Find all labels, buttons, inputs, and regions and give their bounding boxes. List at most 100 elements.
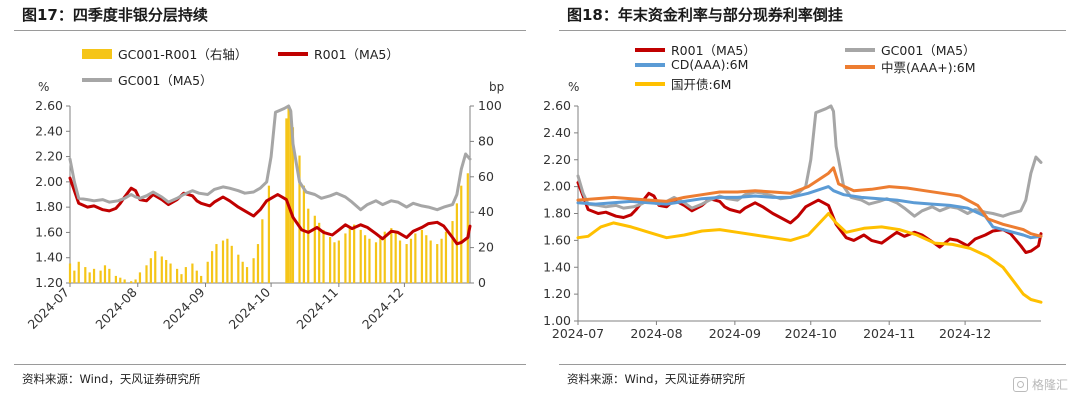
right-top-rule (559, 30, 1066, 31)
gc-r001-spread-bar (165, 259, 168, 283)
y-tick-label: 2.40 (35, 123, 63, 138)
legend-r001-swatch (635, 47, 665, 52)
gc-r001-spread-bar (160, 256, 163, 283)
gc-r001-spread-bar (88, 272, 91, 283)
left-chart-svg: 1.20 1.40 1.60 1.80 2.00 2.20 2.40 2.60 0 20 40 60 8… (25, 98, 502, 333)
gc-r001-spread-bar (466, 173, 469, 283)
gc-r001-spread-bar (289, 109, 292, 283)
x-tick-label: 2024-11 (863, 326, 915, 341)
x-tick-label: 2024-08 (630, 326, 682, 341)
right-chart-title: 图18：年末资金利率与部分现券利率倒挂 (567, 6, 843, 24)
x-tick-label: 2024-11 (293, 285, 341, 333)
series-line-1 (68, 176, 472, 246)
series-line-2 (68, 104, 472, 212)
gc-r001-spread-bar (287, 106, 290, 283)
watermark-text: 格隆汇 (1031, 378, 1068, 392)
y-tick-label: 2.00 (543, 179, 571, 194)
gc-r001-spread-bar (344, 233, 347, 283)
legend-zhongpiao-swatch (845, 64, 875, 69)
gc-r001-spread-bar (414, 233, 417, 283)
legend-gc001-label: GC001（MA5） (881, 43, 976, 58)
gc-r001-spread-bar (103, 265, 107, 283)
gc-r001-spread-bar (191, 263, 194, 283)
gc-r001-spread-bar (221, 240, 225, 283)
gc-r001-spread-bar (169, 263, 172, 283)
x-tick-label: 2024-09 (160, 284, 208, 332)
x-tick-label: 2024-07 (25, 285, 73, 333)
gc-r001-spread-bar (267, 185, 271, 283)
right-y-unit: % (568, 80, 580, 94)
y-tick-label: 1.40 (35, 250, 63, 265)
gc-r001-spread-bar (84, 267, 87, 283)
gc-r001-spread-bar (379, 236, 382, 283)
gc-r001-spread-bar (108, 268, 111, 283)
watermark-logo-icon (1012, 377, 1028, 392)
x-tick-label: 2024-07 (552, 326, 604, 341)
right-legend-r001: R001（MA5） (635, 40, 756, 59)
gc-r001-spread-bar (405, 244, 408, 283)
gc-r001-spread-bar (333, 242, 336, 283)
gc-r001-spread-bar (180, 274, 183, 283)
gc-r001-spread-bar (390, 228, 393, 283)
legend-zhongpiao-label: 中票(AAA+):6M (881, 60, 976, 75)
legend-gc001-swatch (845, 47, 875, 52)
gc-r001-spread-bar (92, 268, 96, 283)
y2-tick-label: 60 (478, 169, 494, 184)
left-top-rule (14, 30, 526, 31)
legend-gc001-label: GC001（MA5） (118, 73, 213, 88)
x-tick-label: 2024-10 (785, 326, 837, 341)
y2-tick-label: 0 (478, 275, 486, 290)
gc-r001-spread-bar (245, 267, 249, 283)
gc-r001-spread-bar (322, 229, 325, 283)
legend-r001-label: R001（MA5） (671, 43, 756, 58)
gc-r001-spread-bar (398, 240, 402, 283)
left-legend-r001: R001（MA5） (278, 44, 399, 63)
gc-r001-spread-bar (307, 208, 310, 283)
left-chart-title: 图17：四季度非银分层持续 (22, 6, 208, 24)
right-legend-guokai: 国开债:6M (635, 74, 731, 93)
right-bottom-rule (559, 364, 1066, 365)
gc-r001-spread-bar (409, 238, 413, 283)
gc-r001-spread-bar (429, 240, 432, 283)
legend-guokai-swatch (635, 81, 665, 86)
gc-r001-spread-bar (241, 261, 244, 283)
right-legend-gc001: GC001（MA5） (845, 40, 976, 59)
left-legend-gc001: GC001（MA5） (82, 70, 213, 89)
right-source: 资料来源：Wind，天风证券研究所 (567, 372, 746, 386)
y-tick-label: 2.40 (543, 125, 571, 140)
y-tick-label: 2.60 (543, 98, 571, 113)
gc-r001-spread-bar (134, 279, 137, 283)
gc-r001-spread-bar (230, 245, 233, 283)
y-tick-label: 1.20 (543, 286, 571, 301)
gc-r001-spread-bar (383, 231, 386, 283)
legend-bar-label: GC001-R001（右轴） (118, 47, 248, 62)
gc-r001-spread-bar (145, 265, 148, 283)
gc-r001-spread-bar (318, 222, 321, 283)
y-tick-label: 2.20 (543, 152, 571, 167)
gc-r001-spread-bar (73, 270, 76, 283)
left-source: 资料来源：Wind，天风证券研究所 (22, 372, 201, 386)
legend-guokai-label: 国开债:6M (671, 77, 732, 92)
legend-cd-label: CD(AAA):6M (671, 57, 749, 72)
gc-r001-spread-bar (154, 251, 157, 283)
y-tick-label: 2.60 (35, 98, 63, 113)
legend-cd-swatch (635, 62, 665, 67)
y2-tick-label: 80 (478, 133, 494, 148)
y-tick-label: 1.80 (35, 199, 63, 214)
x-tick-label: 2024-08 (92, 284, 140, 332)
gc-r001-spread-bar (256, 244, 260, 283)
gc-r001-spread-bar (291, 127, 295, 284)
left-y-unit: % (38, 80, 50, 94)
gc-r001-spread-bar (226, 238, 229, 283)
gc-r001-spread-bar (440, 238, 443, 283)
legend-gc001-swatch (82, 77, 112, 82)
gc-r001-spread-bar (215, 244, 218, 283)
gc-r001-spread-bar (130, 281, 133, 283)
gc-r001-spread-bar (348, 228, 351, 283)
legend-r001-swatch (278, 51, 308, 56)
legend-r001-label: R001（MA5） (314, 47, 399, 62)
y2-tick-label: 100 (478, 98, 502, 113)
y2-tick-label: 40 (478, 204, 494, 219)
series-line-3 (576, 185, 1043, 240)
y-tick-label: 1.40 (543, 259, 571, 274)
